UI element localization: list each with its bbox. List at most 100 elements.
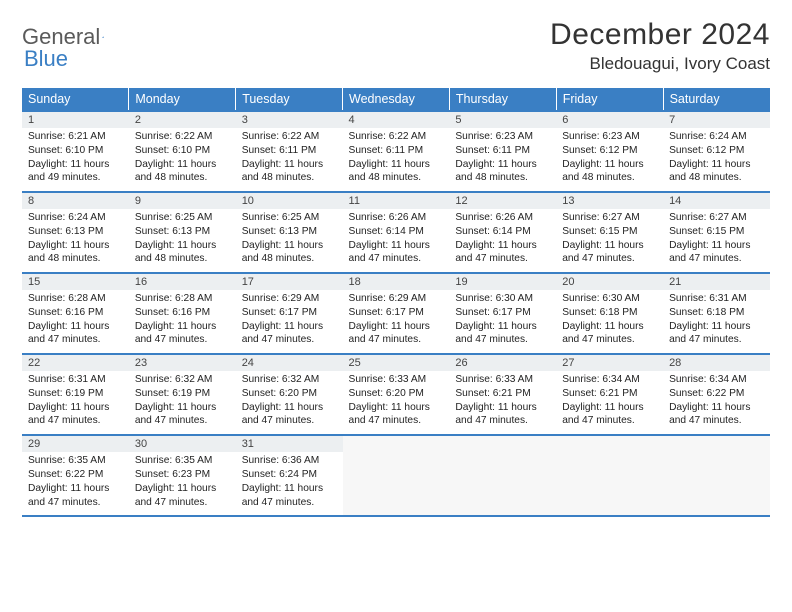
day-content-cell: Sunrise: 6:36 AMSunset: 6:24 PMDaylight:… xyxy=(236,452,343,516)
day-number-cell: 13 xyxy=(556,192,663,209)
daylight-text: Daylight: 11 hours and 47 minutes. xyxy=(349,401,444,429)
day-content-cell: Sunrise: 6:25 AMSunset: 6:13 PMDaylight:… xyxy=(129,209,236,273)
day-number-cell: 21 xyxy=(663,273,770,290)
sunset-text: Sunset: 6:14 PM xyxy=(455,225,550,239)
day-content-cell: Sunrise: 6:33 AMSunset: 6:21 PMDaylight:… xyxy=(449,371,556,435)
day-number: 7 xyxy=(669,114,675,126)
sunset-text: Sunset: 6:13 PM xyxy=(242,225,337,239)
page-header: General December 2024 Bledouagui, Ivory … xyxy=(22,18,770,74)
day-number: 2 xyxy=(135,114,141,126)
day-number: 21 xyxy=(669,276,681,288)
sunset-text: Sunset: 6:10 PM xyxy=(28,144,123,158)
sunset-text: Sunset: 6:20 PM xyxy=(349,387,444,401)
sunrise-text: Sunrise: 6:25 AM xyxy=(135,211,230,225)
daylight-text: Daylight: 11 hours and 47 minutes. xyxy=(349,320,444,348)
day-number: 9 xyxy=(135,195,141,207)
daylight-text: Daylight: 11 hours and 48 minutes. xyxy=(669,158,764,186)
day-content-cell: Sunrise: 6:23 AMSunset: 6:11 PMDaylight:… xyxy=(449,128,556,192)
daylight-text: Daylight: 11 hours and 47 minutes. xyxy=(669,239,764,267)
sunrise-text: Sunrise: 6:35 AM xyxy=(135,454,230,468)
daylight-text: Daylight: 11 hours and 48 minutes. xyxy=(242,158,337,186)
day-number-cell: 5 xyxy=(449,111,556,128)
sunset-text: Sunset: 6:21 PM xyxy=(562,387,657,401)
sunset-text: Sunset: 6:19 PM xyxy=(28,387,123,401)
day-content-cell: Sunrise: 6:30 AMSunset: 6:17 PMDaylight:… xyxy=(449,290,556,354)
day-number-cell: 28 xyxy=(663,354,770,371)
sunset-text: Sunset: 6:19 PM xyxy=(135,387,230,401)
sunset-text: Sunset: 6:21 PM xyxy=(455,387,550,401)
day-number: 6 xyxy=(562,114,568,126)
day-content-cell: Sunrise: 6:28 AMSunset: 6:16 PMDaylight:… xyxy=(22,290,129,354)
sunset-text: Sunset: 6:17 PM xyxy=(455,306,550,320)
sunrise-text: Sunrise: 6:22 AM xyxy=(349,130,444,144)
day-number-cell: 30 xyxy=(129,435,236,452)
day-number: 25 xyxy=(349,357,361,369)
sunrise-text: Sunrise: 6:27 AM xyxy=(669,211,764,225)
day-content-cell: Sunrise: 6:23 AMSunset: 6:12 PMDaylight:… xyxy=(556,128,663,192)
weekday-wednesday: Wednesday xyxy=(343,88,450,111)
sunrise-text: Sunrise: 6:23 AM xyxy=(455,130,550,144)
sunset-text: Sunset: 6:17 PM xyxy=(349,306,444,320)
week-2-content-row: Sunrise: 6:24 AMSunset: 6:13 PMDaylight:… xyxy=(22,209,770,273)
calendar-body: 1234567Sunrise: 6:21 AMSunset: 6:10 PMDa… xyxy=(22,111,770,516)
day-number-cell: 25 xyxy=(343,354,450,371)
day-number-cell: 2 xyxy=(129,111,236,128)
day-number-cell xyxy=(449,435,556,452)
daylight-text: Daylight: 11 hours and 47 minutes. xyxy=(135,401,230,429)
sunset-text: Sunset: 6:16 PM xyxy=(135,306,230,320)
week-4-content-row: Sunrise: 6:31 AMSunset: 6:19 PMDaylight:… xyxy=(22,371,770,435)
day-number: 3 xyxy=(242,114,248,126)
day-number: 11 xyxy=(349,195,360,207)
daylight-text: Daylight: 11 hours and 47 minutes. xyxy=(135,482,230,510)
daylight-text: Daylight: 11 hours and 47 minutes. xyxy=(455,239,550,267)
daylight-text: Daylight: 11 hours and 49 minutes. xyxy=(28,158,123,186)
sunrise-text: Sunrise: 6:27 AM xyxy=(562,211,657,225)
sunset-text: Sunset: 6:15 PM xyxy=(562,225,657,239)
day-number-cell: 19 xyxy=(449,273,556,290)
sunrise-text: Sunrise: 6:32 AM xyxy=(242,373,337,387)
day-number: 24 xyxy=(242,357,254,369)
day-number: 27 xyxy=(562,357,574,369)
daylight-text: Daylight: 11 hours and 48 minutes. xyxy=(562,158,657,186)
day-number-cell: 15 xyxy=(22,273,129,290)
daylight-text: Daylight: 11 hours and 48 minutes. xyxy=(135,239,230,267)
day-content-cell: Sunrise: 6:26 AMSunset: 6:14 PMDaylight:… xyxy=(449,209,556,273)
sunrise-text: Sunrise: 6:29 AM xyxy=(349,292,444,306)
week-2-daynum-row: 891011121314 xyxy=(22,192,770,209)
day-content-cell: Sunrise: 6:34 AMSunset: 6:22 PMDaylight:… xyxy=(663,371,770,435)
sunrise-text: Sunrise: 6:35 AM xyxy=(28,454,123,468)
weekday-saturday: Saturday xyxy=(663,88,770,111)
day-number: 17 xyxy=(242,276,254,288)
day-content-cell: Sunrise: 6:33 AMSunset: 6:20 PMDaylight:… xyxy=(343,371,450,435)
day-content-cell xyxy=(343,452,450,516)
day-content-cell: Sunrise: 6:35 AMSunset: 6:23 PMDaylight:… xyxy=(129,452,236,516)
sunset-text: Sunset: 6:11 PM xyxy=(242,144,337,158)
week-5-daynum-row: 293031 xyxy=(22,435,770,452)
daylight-text: Daylight: 11 hours and 47 minutes. xyxy=(669,320,764,348)
day-content-cell: Sunrise: 6:32 AMSunset: 6:20 PMDaylight:… xyxy=(236,371,343,435)
day-content-cell: Sunrise: 6:28 AMSunset: 6:16 PMDaylight:… xyxy=(129,290,236,354)
daylight-text: Daylight: 11 hours and 47 minutes. xyxy=(135,320,230,348)
sunset-text: Sunset: 6:22 PM xyxy=(28,468,123,482)
sunrise-text: Sunrise: 6:23 AM xyxy=(562,130,657,144)
day-number: 29 xyxy=(28,438,40,450)
day-number-cell: 27 xyxy=(556,354,663,371)
day-content-cell: Sunrise: 6:22 AMSunset: 6:10 PMDaylight:… xyxy=(129,128,236,192)
sunset-text: Sunset: 6:10 PM xyxy=(135,144,230,158)
day-content-cell: Sunrise: 6:27 AMSunset: 6:15 PMDaylight:… xyxy=(556,209,663,273)
sunset-text: Sunset: 6:22 PM xyxy=(669,387,764,401)
daylight-text: Daylight: 11 hours and 47 minutes. xyxy=(455,320,550,348)
sunrise-text: Sunrise: 6:28 AM xyxy=(28,292,123,306)
sunrise-text: Sunrise: 6:32 AM xyxy=(135,373,230,387)
daylight-text: Daylight: 11 hours and 48 minutes. xyxy=(455,158,550,186)
daylight-text: Daylight: 11 hours and 47 minutes. xyxy=(562,239,657,267)
day-content-cell: Sunrise: 6:24 AMSunset: 6:13 PMDaylight:… xyxy=(22,209,129,273)
day-number: 28 xyxy=(669,357,681,369)
day-number-cell: 12 xyxy=(449,192,556,209)
week-5-content-row: Sunrise: 6:35 AMSunset: 6:22 PMDaylight:… xyxy=(22,452,770,516)
day-number-cell: 4 xyxy=(343,111,450,128)
week-4-daynum-row: 22232425262728 xyxy=(22,354,770,371)
day-number-cell: 11 xyxy=(343,192,450,209)
day-number-cell xyxy=(556,435,663,452)
day-content-cell: Sunrise: 6:29 AMSunset: 6:17 PMDaylight:… xyxy=(343,290,450,354)
